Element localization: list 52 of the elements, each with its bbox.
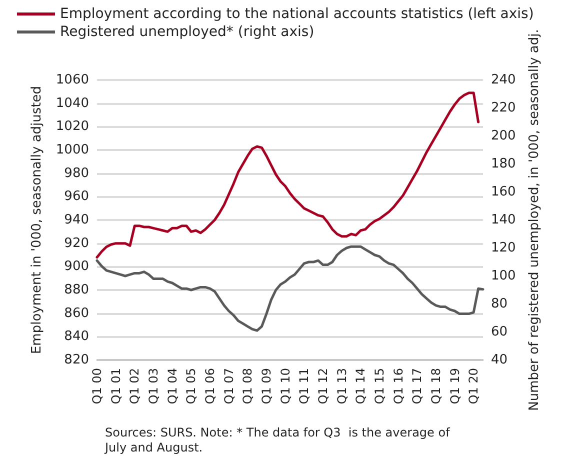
y2-tick-label: 40 [491, 352, 508, 368]
x-tick-label: Q1 08 [240, 368, 255, 404]
x-tick-label: Q1 11 [297, 368, 312, 404]
x-tick-label: Q1 15 [372, 368, 386, 404]
y-tick-label: 940 [64, 212, 89, 228]
x-tick-label: Q1 06 [202, 368, 217, 404]
x-tick-label: Q1 19 [448, 368, 462, 404]
x-tick-label: Q1 16 [391, 368, 406, 404]
y2-tick-label: 240 [491, 72, 516, 88]
x-tick-label: Q1 14 [354, 368, 368, 404]
y2-tick-label: 120 [491, 240, 516, 256]
x-tick-label: Q1 12 [316, 368, 330, 404]
x-tick-label: Q1 13 [334, 368, 349, 404]
y2-tick-label: 80 [491, 296, 508, 312]
legend-label: Employment according to the national accounts statistics (left axis) [60, 6, 534, 22]
y2-tick-label: 160 [491, 184, 516, 200]
y-tick-label: 880 [64, 282, 89, 298]
y-tick-label: 920 [64, 236, 89, 251]
source-note: Sources: SURS. Note: * The data for Q3 is the average of July and August. [104, 426, 454, 454]
y-tick-label: 840 [64, 329, 89, 344]
x-tick-label: Q1 18 [428, 368, 443, 404]
y2-tick-label: 220 [491, 100, 516, 116]
y-tick-label: 820 [64, 352, 89, 368]
y2-tick-label: 140 [491, 212, 516, 228]
y-axis-title: Employment in '000, seasonally adjusted [30, 86, 45, 354]
y-tick-label: 980 [64, 166, 89, 181]
x-tick-label: Q1 10 [278, 368, 292, 404]
x-tick-label: Q1 01 [108, 368, 123, 404]
line-series [96, 245, 484, 332]
x-tick-label: Q1 20 [466, 368, 481, 404]
y-tick-label: 900 [64, 259, 89, 274]
x-tick-label: Q1 02 [128, 368, 142, 404]
y-tick-label: 1040 [56, 96, 89, 111]
y2-tick-label: 60 [491, 324, 508, 340]
x-tick-label: Q1 05 [184, 368, 198, 404]
line-series [96, 92, 480, 259]
x-tick-label: Q1 04 [165, 368, 180, 404]
x-tick-label: Q1 09 [259, 368, 274, 404]
legend-label: Registered unemployed* (right axis) [60, 24, 314, 40]
y2-axis-title: Number of registered unemployed, in '000, seasonally adj. [527, 29, 542, 411]
y2-tick-label: 180 [491, 156, 516, 172]
y2-tick-label: 200 [491, 128, 516, 144]
x-tick-label: Q1 00 [90, 368, 104, 404]
x-tick-label: Q1 17 [410, 368, 424, 404]
y2-tick-label: 100 [491, 268, 516, 284]
x-tick-label: Q1 03 [146, 368, 160, 404]
y-tick-label: 1000 [56, 142, 89, 158]
y-tick-label: 960 [64, 189, 89, 204]
y-tick-label: 1060 [56, 72, 89, 88]
x-tick-label: Q1 07 [222, 368, 236, 404]
y-tick-label: 860 [64, 306, 89, 321]
y-tick-label: 1020 [56, 119, 89, 134]
